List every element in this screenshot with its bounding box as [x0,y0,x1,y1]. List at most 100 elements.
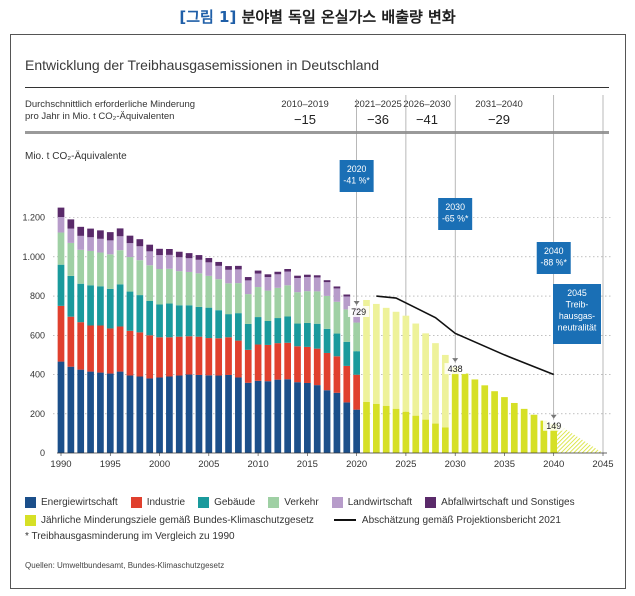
bar-segment-agriculture [225,269,232,284]
header-divider [25,131,609,134]
bar-segment-energy [126,375,134,453]
bar-segment-buildings [274,318,282,344]
bar-segment-energy [57,361,65,453]
target-bar [491,391,498,453]
y-axis-unit-label: Mio. t CO₂-Äquivalente [25,151,127,162]
bar-segment-buildings [304,322,311,347]
target-bar-upper [441,354,449,428]
bar-segment-transport [106,254,114,289]
bar-segment-waste [97,230,104,239]
bar-segment-agriculture [126,243,134,258]
bar-segment-industry [166,337,173,377]
bar-segment-industry [106,328,114,374]
target-bar [501,397,508,453]
legend-buildings-swatch [198,496,210,508]
bar-segment-energy [264,381,272,453]
bar-segment-agriculture [106,240,114,255]
bar-segment-transport [343,309,351,342]
target-bar [481,385,489,453]
bar-segment-industry [136,332,144,377]
projection-line [376,295,555,376]
x-tick-label: 1990 [50,459,71,470]
value-label-bg [444,363,466,375]
bar-segment-waste [195,255,203,260]
bar-segment-industry [284,342,292,380]
legend-industry-label: Industrie [146,496,186,508]
bar-segment-transport [126,257,134,292]
bar-segment-waste [343,294,351,297]
bar-segment-buildings [353,351,360,375]
target-bar [451,367,459,453]
bar-segment-waste [244,277,252,281]
period-2010-2019: 2010–2019 −15 [270,99,340,127]
footnote: * Treibhausgasminderung im Vergleich zu … [25,531,235,542]
caption-prefix: [그림 1] [179,8,237,26]
bar-segment-buildings [57,264,65,306]
target-bar-upper [422,333,429,420]
target-bar [530,414,538,453]
bar-segment-transport [195,273,203,307]
bar-segment-energy [195,374,203,453]
bar-segment-buildings [284,316,292,343]
bar-segment-buildings [205,307,213,339]
x-tick-label: 2010 [248,459,269,470]
bar-segment-transport [264,290,272,321]
bar-segment-transport [244,294,252,324]
bar-segment-agriculture [304,277,311,292]
bar-segment-waste [67,219,75,229]
reduction-header-line-2: pro Jahr in Mio. t CO₂-Äquivalenten [25,111,175,122]
bar-segment-agriculture [146,251,154,266]
legend-transport-swatch [268,496,280,508]
bar-segment-transport [166,268,173,304]
bar-segment-industry [87,325,94,372]
value-marker [353,301,360,306]
bar-segment-agriculture [264,277,272,291]
bar-segment-energy [185,374,193,453]
bar-segment-buildings [254,317,262,345]
target-bar-upper [402,315,410,412]
bar-segment-energy [343,402,351,453]
bar-segment-waste [57,207,65,218]
target-path-to-2045 [557,423,603,453]
bar-segment-buildings [97,286,104,326]
target-bar-upper [372,303,380,404]
title-divider [25,87,609,88]
x-tick-label: 2015 [297,459,318,470]
target-bar-lower [392,408,400,453]
x-tick-label: 2025 [395,459,416,470]
value-label: 438 [448,364,463,374]
target-bar-lower [441,427,449,453]
bar-segment-agriculture [235,269,242,284]
target-bar-lower [412,415,420,453]
bar-segment-industry [116,326,124,372]
bar-segment-industry [185,336,193,375]
bar-segment-waste [284,269,292,272]
bar-segment-transport [294,292,301,324]
value-marker [550,414,557,419]
bar-segment-buildings [195,306,203,337]
reduction-header-label: Durchschnittlich erforderliche Minderung… [25,99,195,123]
bar-segment-energy [323,390,331,453]
x-tick-label: 2030 [445,459,466,470]
y-tick-label: 1.000 [22,252,45,262]
legend-waste-label: Abfallwirtschaft und Sonstiges [441,496,575,508]
bar-segment-waste [333,286,341,289]
bar-segment-agriculture [166,254,173,269]
value-marker [452,358,459,363]
bar-segment-waste [87,228,94,238]
legend-energy-swatch [25,496,36,508]
target-bar-upper [412,323,420,416]
bar-segment-waste [166,249,173,255]
x-tick-label: 2035 [494,459,515,470]
period-value: −29 [487,112,511,127]
legend-projection-line [333,519,356,521]
bar-segment-transport [185,271,193,306]
target-box-text: -88 %* [541,258,568,268]
legend-waste: Abfallwirtschaft und Sonstiges [425,496,575,508]
bar-segment-buildings [87,285,94,326]
bar-segment-industry [353,374,360,410]
bar-segment-agriculture [215,265,223,280]
x-tick-label: 2000 [149,459,170,470]
bar-segment-agriculture [343,296,351,310]
x-tick-label: 1995 [100,459,121,470]
